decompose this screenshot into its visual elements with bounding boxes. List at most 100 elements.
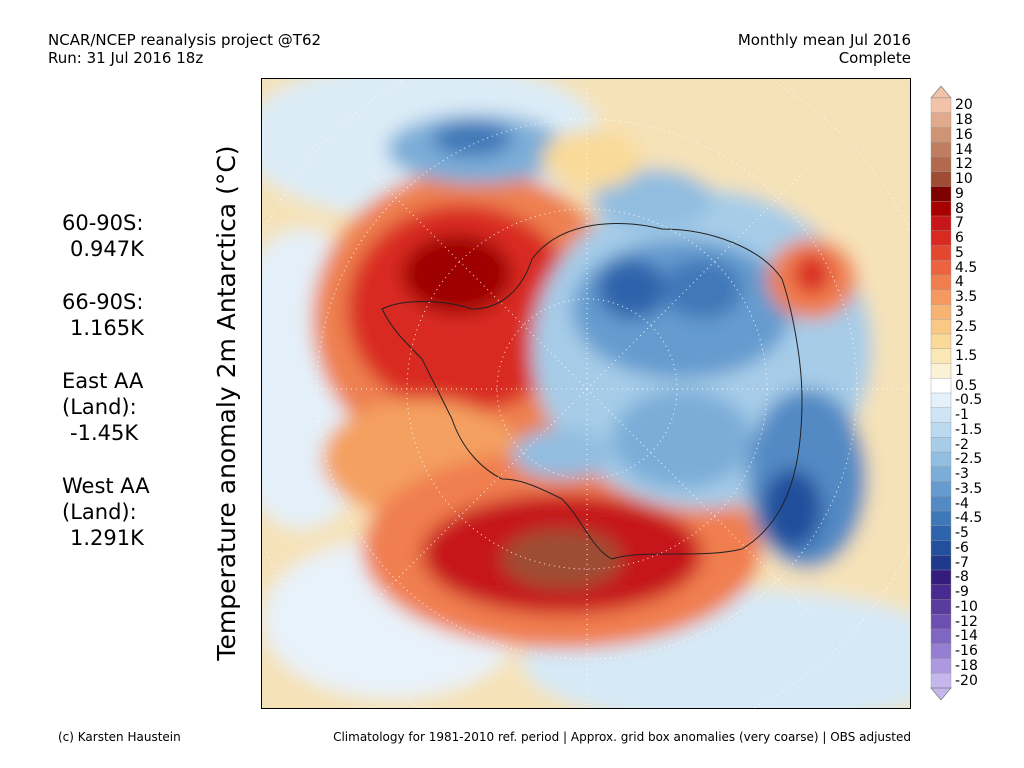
colorbar-cell bbox=[930, 658, 952, 674]
header-left: NCAR/NCEP reanalysis project @T62 Run: 3… bbox=[48, 31, 321, 67]
colorbar-cell bbox=[930, 112, 952, 129]
stat-value: 1.291K bbox=[70, 526, 144, 550]
colorbar-cell bbox=[930, 363, 952, 379]
model-title: NCAR/NCEP reanalysis project @T62 bbox=[48, 31, 322, 49]
colorbar-cell bbox=[930, 628, 952, 645]
stat-east-aa: East AA (Land): -1.45K bbox=[62, 368, 150, 446]
anomaly-map bbox=[261, 78, 911, 709]
colorbar-label: -2.5 bbox=[955, 451, 983, 468]
stat-value: 0.947K bbox=[70, 237, 144, 261]
colorbar-cell bbox=[930, 451, 952, 468]
colorbar-cell bbox=[930, 274, 952, 291]
antarctic-coastline bbox=[381, 222, 803, 560]
colorbar-cell bbox=[930, 142, 952, 158]
colorbar-cell bbox=[930, 422, 952, 438]
regional-stats: 60-90S: 0.947K 66-90S: 1.165K East AA (L… bbox=[62, 210, 150, 578]
colorbar-label: -6 bbox=[955, 539, 969, 556]
stat-label-sub: (Land): bbox=[62, 395, 137, 419]
colorbar-label: 2.5 bbox=[955, 318, 978, 335]
header-right: Monthly mean Jul 2016 Complete bbox=[738, 31, 911, 67]
colorbar-cell bbox=[930, 584, 952, 601]
colorbar-label: 6 bbox=[955, 230, 964, 247]
colorbar-label: -5 bbox=[955, 525, 969, 542]
colorbar-label: 20 bbox=[955, 97, 973, 114]
axis-title: Temperature anomaly 2m Antarctica (°C) bbox=[212, 145, 241, 661]
colorbar-label: 16 bbox=[955, 126, 973, 143]
stat-value: 1.165K bbox=[70, 316, 144, 340]
colorbar bbox=[930, 86, 952, 700]
colorbar-label: -12 bbox=[955, 613, 978, 630]
colorbar-cell bbox=[930, 230, 952, 247]
map-canvas bbox=[262, 79, 910, 708]
colorbar-label: 4.5 bbox=[955, 259, 978, 276]
anomaly-field bbox=[262, 79, 910, 708]
colorbar-top-arrow bbox=[930, 86, 952, 99]
colorbar-cell bbox=[930, 643, 952, 660]
colorbar-cell bbox=[930, 245, 952, 261]
colorbar-cell bbox=[930, 215, 952, 232]
colorbar-label: 5 bbox=[955, 244, 964, 261]
stat-value: -1.45K bbox=[70, 421, 139, 445]
colorbar-label: 1 bbox=[955, 362, 964, 379]
stat-66-90s: 66-90S: 1.165K bbox=[62, 289, 150, 341]
stat-label: East AA bbox=[62, 369, 144, 393]
colorbar-cell bbox=[930, 673, 952, 689]
colorbar-label: -20 bbox=[955, 672, 978, 689]
colorbar-label: 8 bbox=[955, 200, 964, 217]
colorbar-cell bbox=[930, 555, 952, 571]
colorbar-cell bbox=[930, 171, 952, 188]
colorbar-cell bbox=[930, 201, 952, 217]
colorbar-cell bbox=[930, 392, 952, 409]
colorbar-label: 0.5 bbox=[955, 377, 978, 394]
colorbar-cell bbox=[930, 466, 952, 483]
stat-label: 60-90S: bbox=[62, 211, 144, 235]
colorbar-label: 18 bbox=[955, 112, 973, 129]
colorbar-cell bbox=[930, 333, 952, 350]
colorbar-cell bbox=[930, 496, 952, 512]
colorbar-cells bbox=[930, 86, 952, 700]
colorbar-label: -1 bbox=[955, 407, 969, 424]
footnote: Climatology for 1981-2010 ref. period | … bbox=[333, 730, 911, 744]
colorbar-label: -10 bbox=[955, 598, 978, 615]
stat-label: 66-90S: bbox=[62, 290, 144, 314]
colorbar-cell bbox=[930, 525, 952, 542]
colorbar-cell bbox=[930, 304, 952, 320]
colorbar-label: -2 bbox=[955, 436, 969, 453]
colorbar-label: -3 bbox=[955, 466, 969, 483]
colorbar-cell bbox=[930, 407, 952, 424]
colorbar-label: -4 bbox=[955, 495, 969, 512]
colorbar-cell bbox=[930, 540, 952, 556]
colorbar-cell bbox=[930, 348, 952, 365]
colorbar-cell bbox=[930, 614, 952, 630]
colorbar-cell bbox=[930, 599, 952, 615]
colorbar-label: -0.5 bbox=[955, 392, 983, 409]
stat-60-90s: 60-90S: 0.947K bbox=[62, 210, 150, 262]
colorbar-label: 14 bbox=[955, 141, 973, 158]
stat-label: West AA bbox=[62, 474, 150, 498]
colorbar-label: 10 bbox=[955, 171, 973, 188]
graticule bbox=[262, 79, 910, 708]
colorbar-cell bbox=[930, 260, 952, 276]
run-time: Run: 31 Jul 2016 18z bbox=[48, 49, 204, 67]
colorbar-label: -8 bbox=[955, 569, 969, 586]
colorbar-label: 12 bbox=[955, 156, 973, 173]
credit: (c) Karsten Haustein bbox=[58, 730, 181, 744]
colorbar-label: -16 bbox=[955, 643, 978, 660]
colorbar-cell bbox=[930, 481, 952, 497]
colorbar-label: -18 bbox=[955, 657, 978, 674]
colorbar-cell bbox=[930, 378, 952, 394]
colorbar-cell bbox=[930, 319, 952, 335]
colorbar-cell bbox=[930, 510, 952, 527]
stat-label-sub: (Land): bbox=[62, 500, 137, 524]
colorbar-bottom-arrow bbox=[930, 687, 952, 700]
colorbar-label: 2 bbox=[955, 333, 964, 350]
colorbar-label: 3.5 bbox=[955, 289, 978, 306]
colorbar-label: -1.5 bbox=[955, 421, 983, 438]
colorbar-label: 9 bbox=[955, 185, 964, 202]
colorbar-label: -7 bbox=[955, 554, 969, 571]
colorbar-cell bbox=[930, 289, 952, 306]
colorbar-cell bbox=[930, 127, 952, 143]
colorbar-cell bbox=[930, 97, 952, 114]
colorbar-label: 1.5 bbox=[955, 348, 978, 365]
colorbar-label: -9 bbox=[955, 584, 969, 601]
